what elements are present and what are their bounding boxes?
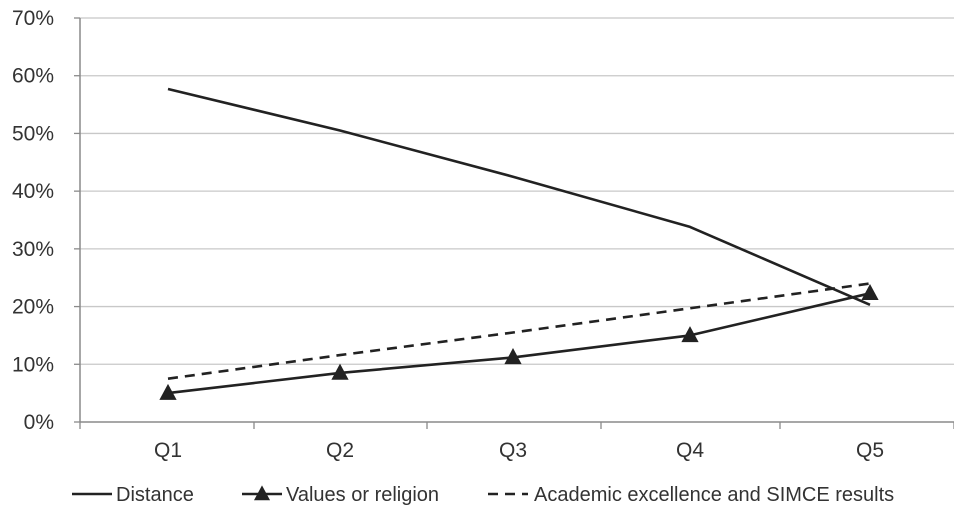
data-point-marker [504,348,522,365]
series-markers [159,283,879,400]
legend: Distance Values or religion Academic excel… [72,484,894,506]
legend-item: Values or religion [242,484,439,506]
y-tick-label: 50% [12,122,54,145]
legend-label: Academic excellence and SIMCE results [534,484,894,506]
y-tick-label: 30% [12,238,54,261]
x-tick-label: Q4 [676,439,704,462]
y-tick-label: 40% [12,180,54,203]
series-line-3 [167,282,871,380]
y-tick-label: 0% [24,411,54,434]
y-tick-label: 60% [12,65,54,88]
legend-label: Distance [116,484,194,506]
x-tick-label: Q5 [856,439,884,462]
data-point-marker [681,326,699,343]
x-tick-label: Q2 [326,439,354,462]
gridlines [80,17,954,365]
legend-marker [253,485,271,501]
legend-item: Academic excellence and SIMCE results [488,484,894,506]
axes: 0% 10% 20% 30% 40% 50% 60% 70% Q1 Q2 Q3 Q4 Q5 [12,7,954,462]
x-tick-label: Q3 [499,439,527,462]
data-point-marker [159,383,177,400]
legend-label: Values or religion [286,484,439,506]
x-tick-label: Q1 [154,439,182,462]
y-tick-label: 10% [12,353,54,376]
series-lines [167,87,871,395]
data-point-marker [331,363,349,380]
y-tick-label: 70% [12,7,54,30]
legend-item: Distance [72,484,194,506]
series-line-2 [167,292,871,395]
data-point-marker [861,283,879,301]
y-tick-label: 20% [12,296,54,319]
series-line-1 [167,87,871,306]
